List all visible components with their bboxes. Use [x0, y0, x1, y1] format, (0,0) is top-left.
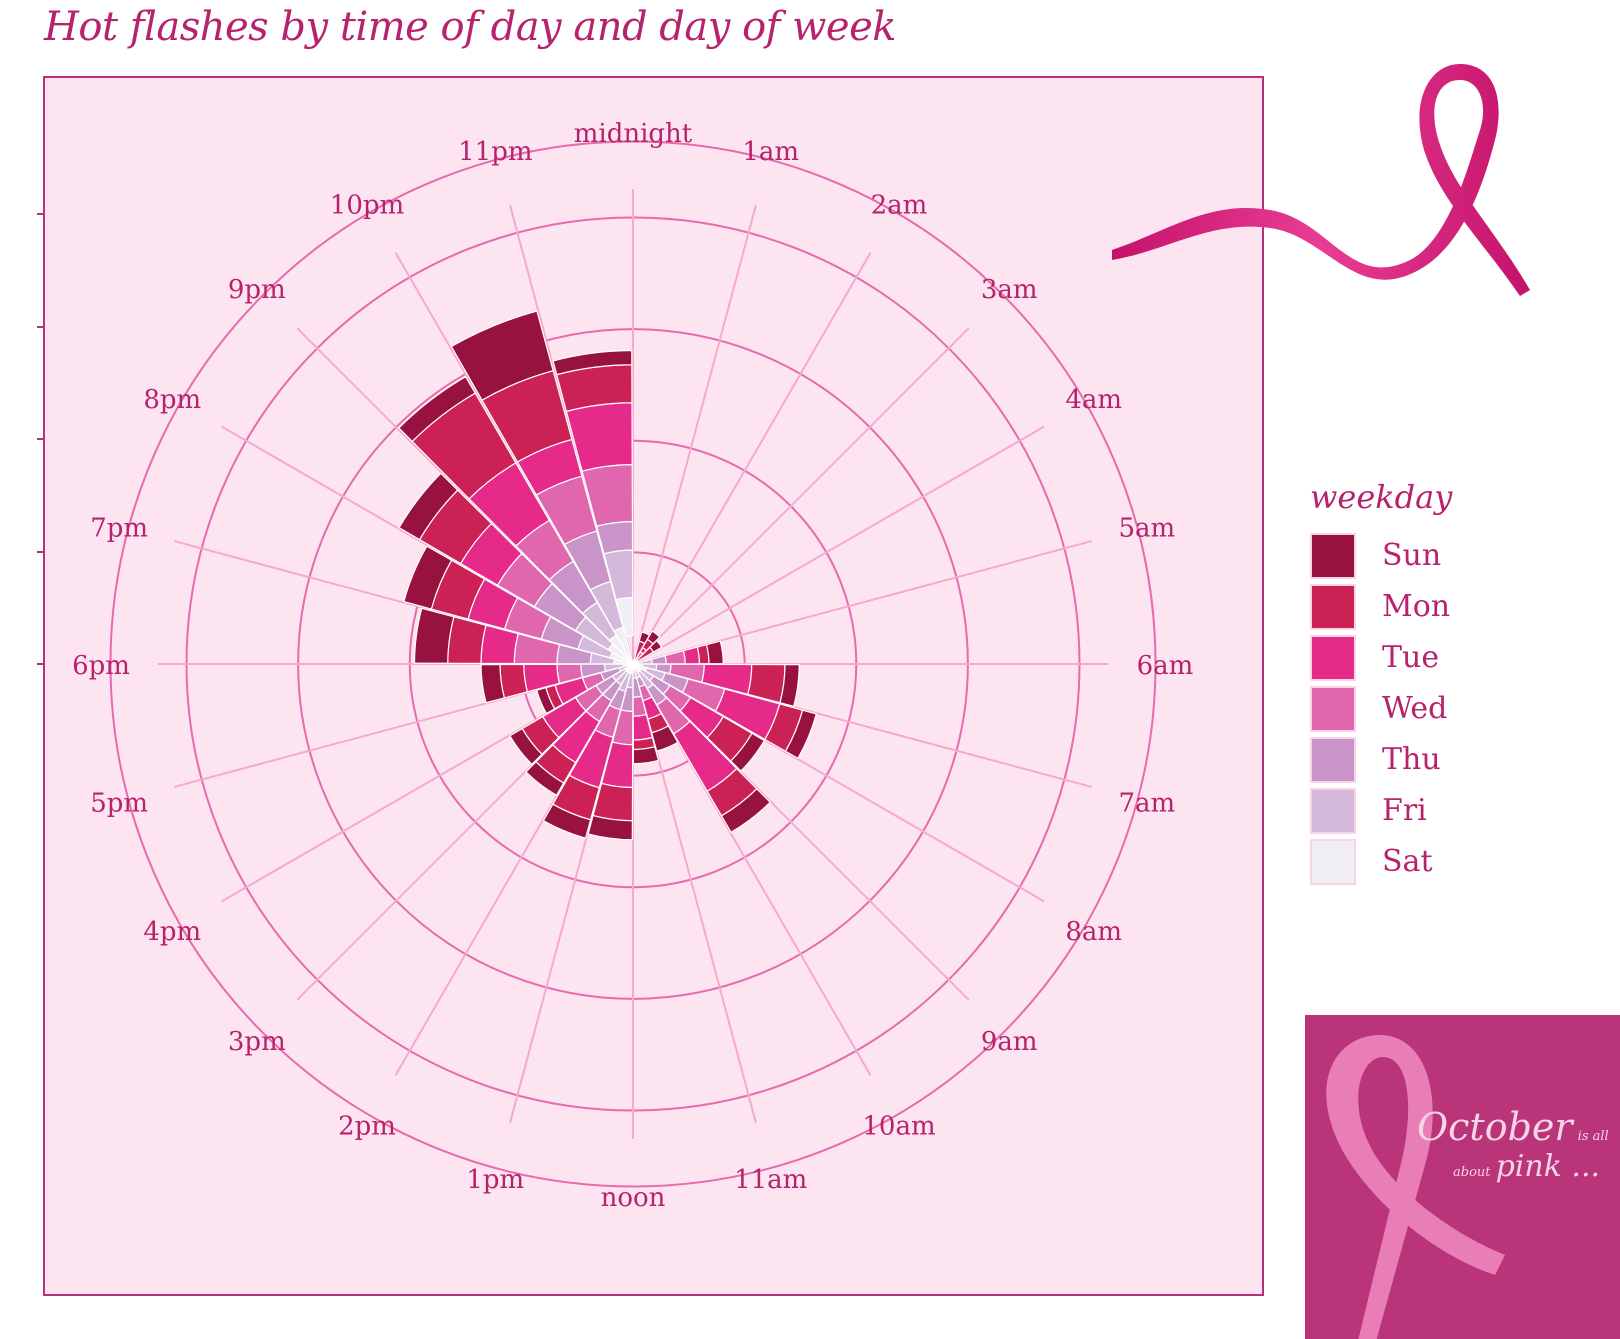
legend-label: Sun: [1382, 538, 1441, 573]
legend-label: Fri: [1382, 793, 1427, 828]
polar-chart: midnight 1am 2am 3am 4am 5am 6am 7am 8am 9am 10am 1…: [0, 0, 1300, 1339]
category-label: 7pm: [90, 513, 148, 543]
grid-spoke: [633, 253, 871, 664]
legend-item-thu: Thu: [1310, 734, 1452, 785]
category-label: 1pm: [466, 1165, 524, 1195]
bar-segment: [684, 647, 700, 664]
category-label: noon: [601, 1183, 666, 1213]
category-label: 11pm: [458, 137, 532, 167]
bar-segment: [651, 656, 666, 664]
category-label: 8am: [1065, 917, 1122, 947]
badge-october: October: [1417, 1105, 1573, 1149]
bar-segment: [665, 651, 685, 664]
bar-segment: [500, 664, 527, 697]
legend-swatch: [1310, 635, 1356, 681]
legend-swatch: [1310, 839, 1356, 885]
bar-segment: [706, 641, 723, 664]
legend-swatch: [1310, 737, 1356, 783]
badge-about: about: [1453, 1165, 1491, 1180]
legend-label: Sat: [1382, 844, 1433, 879]
legend-swatch: [1310, 788, 1356, 834]
grid-spoke: [633, 328, 969, 664]
legend-label: Wed: [1382, 691, 1447, 726]
legend-swatch: [1310, 584, 1356, 630]
ribbon-decoration: [1110, 60, 1540, 304]
bar-segment: [633, 747, 658, 764]
category-label: 3pm: [228, 1027, 286, 1057]
legend: weekday Sun Mon Tue Wed Thu Fri Sat: [1310, 478, 1452, 887]
legend-item-wed: Wed: [1310, 683, 1452, 734]
category-label: 4am: [1065, 385, 1122, 415]
category-label: 5am: [1119, 513, 1176, 543]
category-label: midnight: [574, 119, 693, 149]
category-label: 7am: [1119, 789, 1176, 819]
legend-item-sun: Sun: [1310, 530, 1452, 581]
legend-title: weekday: [1310, 478, 1452, 516]
bar-segment: [415, 608, 454, 663]
badge-is-all: is all: [1578, 1129, 1609, 1144]
category-label: 8pm: [143, 385, 201, 415]
legend-item-sat: Sat: [1310, 836, 1452, 887]
category-label: 1am: [742, 137, 799, 167]
legend-swatch: [1310, 533, 1356, 579]
legend-label: Thu: [1382, 742, 1441, 777]
category-label: 9pm: [228, 275, 286, 305]
category-label: 6pm: [72, 651, 130, 681]
legend-label: Mon: [1382, 589, 1450, 624]
category-label: 3am: [981, 275, 1038, 305]
category-label: 10am: [862, 1112, 935, 1142]
category-label: 6am: [1137, 651, 1194, 681]
badge-pink: pink ...: [1496, 1149, 1600, 1184]
october-pink-badge: October is all about pink ...: [1305, 1015, 1620, 1339]
category-label: 2pm: [338, 1112, 396, 1142]
legend-item-fri: Fri: [1310, 785, 1452, 836]
grid-spoke: [633, 427, 1044, 665]
grid-spoke: [633, 205, 756, 664]
category-label: 11am: [734, 1165, 807, 1195]
legend-label: Tue: [1382, 640, 1439, 675]
legend-item-tue: Tue: [1310, 632, 1452, 683]
category-label: 5pm: [90, 789, 148, 819]
category-label: 10pm: [330, 190, 404, 220]
bar-segment: [448, 617, 486, 664]
category-label: 9am: [981, 1027, 1038, 1057]
category-label: 2am: [871, 190, 928, 220]
legend-swatch: [1310, 686, 1356, 732]
category-label: 4pm: [143, 917, 201, 947]
legend-item-mon: Mon: [1310, 581, 1452, 632]
